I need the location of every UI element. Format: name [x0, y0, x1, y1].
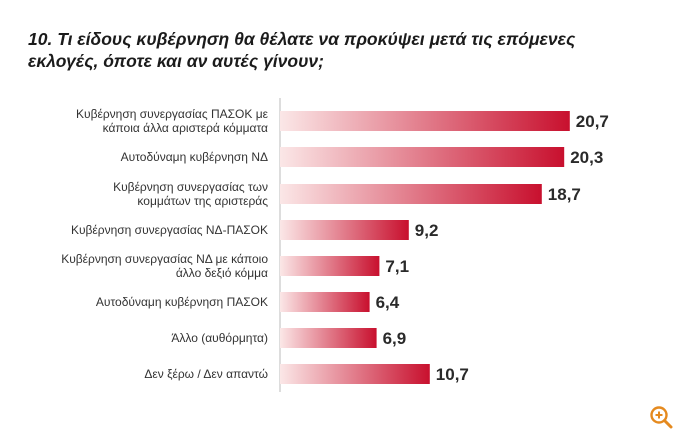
category-label-4: Κυβέρνηση συνεργασίας ΝΔ με κάποιο άλλο δ… — [61, 252, 268, 280]
bar-5 — [280, 292, 370, 312]
value-label-2: 18,7 — [548, 185, 581, 204]
value-label-1: 20,3 — [570, 148, 603, 167]
category-label-5: Αυτοδύναμη κυβέρνηση ΠΑΣΟΚ — [96, 295, 268, 309]
value-label-4: 7,1 — [385, 257, 409, 276]
value-label-5: 6,4 — [376, 293, 400, 312]
value-label-3: 9,2 — [415, 221, 439, 240]
value-label-0: 20,7 — [576, 112, 609, 131]
bar-0 — [280, 111, 570, 131]
category-label-2: Κυβέρνηση συνεργασίας των κομμάτων της αρ… — [113, 180, 268, 208]
category-label-6: Άλλο (αυθόρμητα) — [171, 331, 268, 345]
zoom-in-icon — [650, 406, 673, 429]
value-label-6: 6,9 — [383, 329, 407, 348]
bar-6 — [280, 328, 377, 348]
category-label-7: Δεν ξέρω / Δεν απαντώ — [144, 367, 268, 381]
category-label-1: Αυτοδύναμη κυβέρνηση ΝΔ — [121, 150, 268, 164]
chart-title: 10. Τι είδους κυβέρνηση θα θέλατε να προ… — [28, 29, 576, 71]
bar-3 — [280, 220, 409, 240]
category-label-3: Κυβέρνηση συνεργασίας ΝΔ-ΠΑΣΟΚ — [71, 223, 268, 237]
zoom-in-button[interactable] — [648, 404, 674, 430]
bar-4 — [280, 256, 380, 276]
bar-2 — [280, 184, 542, 204]
bar-7 — [280, 364, 430, 384]
value-label-7: 10,7 — [436, 365, 469, 384]
bar-1 — [280, 147, 565, 167]
category-label-0: Κυβέρνηση συνεργασίας ΠΑΣΟΚ με κάποια άλλ… — [76, 107, 269, 135]
